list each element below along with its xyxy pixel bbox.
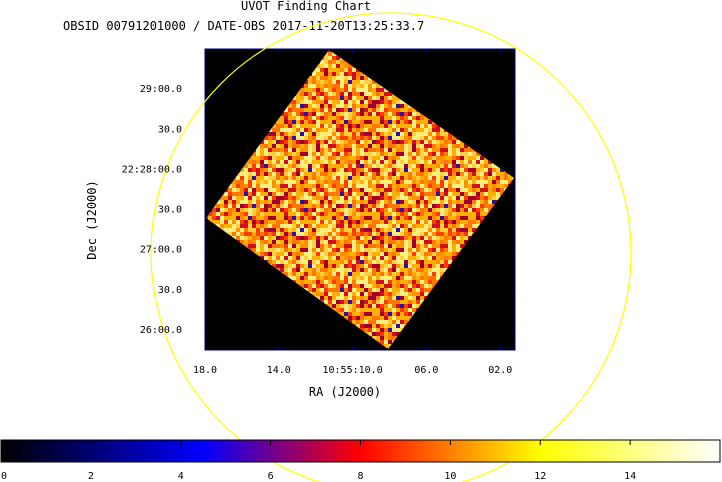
colorbar-tick-label: 10 [444, 471, 456, 482]
field-of-view-circle [150, 12, 632, 482]
colorbar-tick-label: 8 [357, 471, 363, 482]
y-tick-label: 30.0 [158, 205, 182, 216]
colorbar-tick-label: 2 [88, 471, 94, 482]
x-tick-label: 06.0 [414, 365, 438, 376]
colorbar-tick-label: 14 [624, 471, 636, 482]
y-tick-label: 30.0 [158, 124, 182, 135]
x-tick-label: 18.0 [193, 365, 217, 376]
y-axis-label: Dec (J2000) [85, 180, 99, 259]
y-tick-label: 30.0 [158, 285, 182, 296]
y-tick-label: 29:00.0 [140, 84, 182, 95]
y-tick-label: 27:00.0 [140, 245, 182, 256]
colorbar-ticks: 0 2 4 6 8 10 12 14 [0, 440, 636, 482]
colorbar-tick-label: 0 [1, 471, 7, 482]
colorbar-tick-label: 6 [268, 471, 274, 482]
exposure-noise [206, 50, 514, 349]
y-axis-ticks: 29:00.0 30.0 22:28:00.0 30.0 27:00.0 30.0 26:0… [122, 84, 515, 336]
x-tick-label: 02.0 [488, 365, 512, 376]
colorbar-tick-label: 4 [178, 471, 184, 482]
y-tick-label: 22:28:00.0 [122, 164, 182, 175]
x-axis-ticks: 18.0 14.0 10:55:10.0 06.0 02.0 [193, 49, 512, 376]
x-tick-label: 10:55:10.0 [323, 365, 383, 376]
x-tick-label: 14.0 [267, 365, 291, 376]
colorbar-tick-label: 12 [534, 471, 546, 482]
chart-subtitle: OBSID 00791201000 / DATE-OBS 2017-11-20T… [63, 19, 424, 33]
chart-title: UVOT Finding Chart [241, 0, 371, 13]
y-tick-label: 26:00.0 [140, 325, 182, 336]
x-axis-label: RA (J2000) [309, 385, 381, 399]
